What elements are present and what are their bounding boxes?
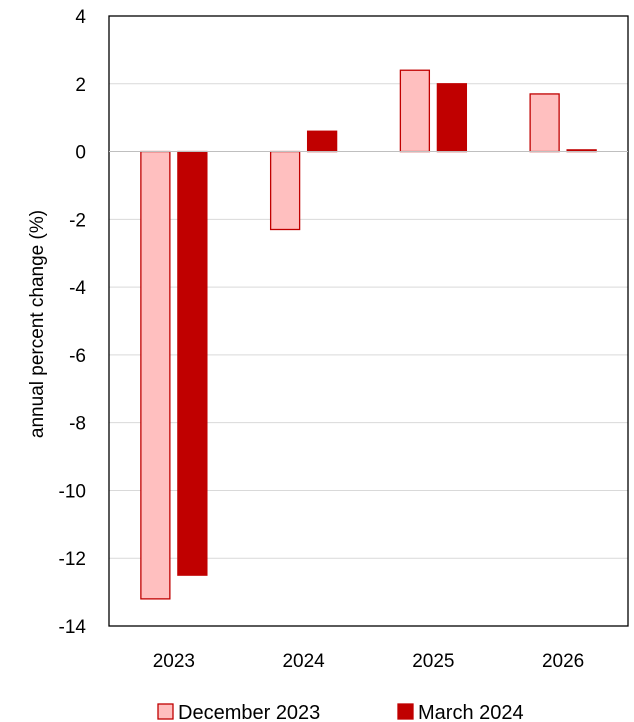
bar-december-2023-2026 <box>529 93 560 153</box>
bars <box>140 69 597 600</box>
y-tick-label: -2 <box>69 210 86 231</box>
plot-frame <box>108 15 629 627</box>
y-tick-label: -12 <box>59 549 86 570</box>
bar-december-2023-2023 <box>140 150 171 600</box>
x-tick-label: 2026 <box>542 651 584 672</box>
x-axis-ticks: 2023 2024 2025 2026 <box>153 651 585 672</box>
y-axis-title: annual percent change (%) <box>27 210 48 438</box>
legend-swatch <box>397 703 414 720</box>
y-tick-label: -4 <box>69 278 86 299</box>
bar-march-2024-2024 <box>306 130 338 153</box>
legend-label: March 2024 <box>418 702 524 722</box>
y-tick-label: 4 <box>75 7 86 28</box>
bar-march-2024-2023 <box>177 150 208 576</box>
legend-swatch <box>157 703 174 720</box>
bar-december-2023-2025 <box>399 69 431 153</box>
y-tick-label: 0 <box>75 143 86 164</box>
x-tick-label: 2023 <box>153 651 195 672</box>
y-tick-label: 2 <box>75 75 86 96</box>
y-axis-ticks: -14 -12 -10 -8 -6 -4 -2 0 2 4 <box>59 7 87 638</box>
y-tick-label: -8 <box>69 414 86 435</box>
y-tick-label: -14 <box>59 617 87 638</box>
legend: December 2023 March 2024 <box>157 702 524 722</box>
y-tick-label: -6 <box>69 346 86 367</box>
bar-december-2023-2024 <box>269 150 301 231</box>
x-tick-label: 2025 <box>412 651 454 672</box>
bar-march-2024-2025 <box>436 83 468 153</box>
x-tick-label: 2024 <box>282 651 325 672</box>
legend-label: December 2023 <box>178 702 320 722</box>
y-tick-label: -10 <box>59 481 86 502</box>
